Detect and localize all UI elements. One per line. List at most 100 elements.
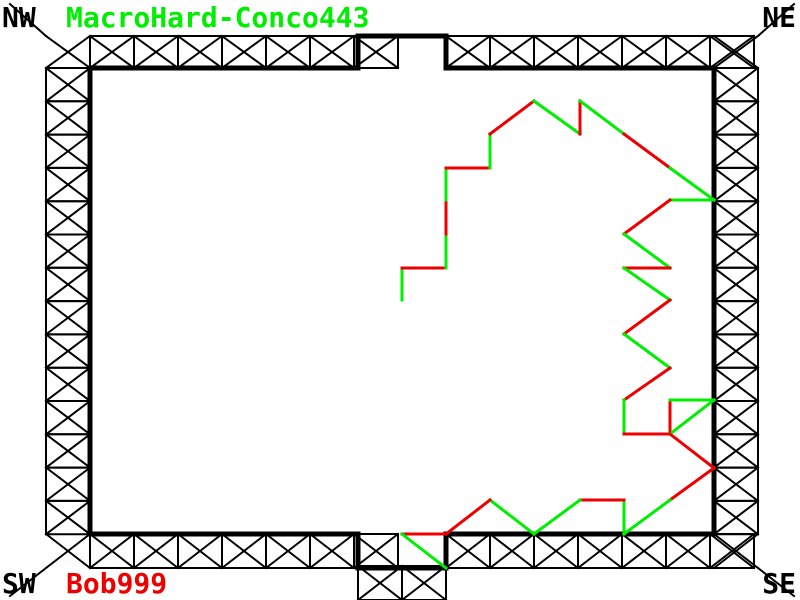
- brace-diagonal: [712, 133, 760, 170]
- move-segment: [621, 265, 673, 303]
- cross-brace-icon: [712, 432, 760, 470]
- cross-brace-icon: [664, 532, 712, 570]
- brace-diagonal: [532, 34, 580, 70]
- brace-diagonal: [620, 532, 668, 570]
- cross-brace-icon: [712, 133, 760, 170]
- corner-diagonal: [44, 532, 92, 570]
- corner-label-sw: SW: [2, 567, 36, 600]
- corner-diagonal: [8, 2, 48, 38]
- player-paths: [399, 98, 717, 571]
- brace-diagonal: [712, 166, 760, 203]
- cross-brace-icon: [44, 432, 92, 470]
- corner-diagonal: [712, 34, 760, 70]
- brace-diagonal: [620, 34, 668, 70]
- cross-brace-icon: [400, 564, 448, 600]
- cross-brace-icon: [712, 366, 760, 403]
- cross-brace-icon: [44, 466, 92, 503]
- cross-brace-icon: [488, 34, 536, 70]
- brace-diagonal: [712, 99, 760, 137]
- cross-brace-icon: [620, 532, 668, 570]
- brace-diagonal: [352, 532, 400, 570]
- corner-diagonal: [44, 34, 92, 70]
- brace-diagonal: [132, 532, 180, 570]
- brace-diagonal: [44, 133, 92, 170]
- cross-brace-icon: [356, 564, 404, 600]
- board-walls: [87, 33, 717, 571]
- brace-diagonal: [44, 432, 92, 470]
- brace-diagonal: [88, 532, 136, 570]
- cross-brace-icon: [264, 532, 312, 570]
- cross-brace-icon: [708, 532, 756, 570]
- cross-brace-icon: [88, 34, 136, 70]
- move-segment: [487, 98, 537, 137]
- cross-brace-icon: [532, 34, 580, 70]
- wall-bracing: [8, 2, 796, 600]
- corner-diagonal: [756, 2, 796, 38]
- cross-brace-icon: [220, 34, 268, 70]
- move-segment: [487, 497, 537, 537]
- cross-brace-icon: [712, 99, 760, 137]
- move-segment: [621, 497, 673, 537]
- brace-diagonal: [220, 34, 268, 70]
- cross-brace-icon: [576, 532, 624, 570]
- move-segment: [621, 231, 673, 271]
- cross-brace-icon: [264, 34, 312, 70]
- brace-diagonal: [712, 332, 760, 370]
- cross-brace-icon: [132, 34, 180, 70]
- brace-diagonal: [444, 532, 492, 570]
- brace-diagonal: [264, 532, 312, 570]
- brace-diagonal: [488, 532, 536, 570]
- cross-brace-icon: [44, 332, 92, 370]
- brace-diagonal: [400, 564, 448, 600]
- move-segment: [621, 297, 673, 337]
- cross-brace-icon: [176, 532, 224, 570]
- brace-diagonal: [712, 66, 760, 103]
- brace-diagonal: [356, 564, 404, 600]
- move-segment: [531, 98, 583, 137]
- cross-brace-icon: [44, 266, 92, 303]
- corner-diagonal: [712, 532, 760, 570]
- brace-diagonal: [532, 532, 580, 570]
- brace-diagonal: [44, 233, 92, 270]
- corner-label-nw: NW: [2, 1, 36, 34]
- brace-diagonal: [176, 532, 224, 570]
- brace-diagonal: [176, 34, 224, 70]
- brace-diagonal: [308, 34, 356, 70]
- cross-brace-icon: [532, 532, 580, 570]
- cross-brace-icon: [444, 532, 492, 570]
- cross-brace-icon: [712, 199, 760, 236]
- brace-diagonal: [44, 499, 92, 536]
- brace-diagonal: [712, 233, 760, 270]
- cross-brace-icon: [712, 233, 760, 270]
- cross-brace-icon: [44, 199, 92, 236]
- cross-brace-icon: [712, 299, 760, 336]
- cross-brace-icon: [576, 34, 624, 70]
- cross-brace-icon: [44, 99, 92, 137]
- move-segment: [667, 465, 717, 503]
- brace-diagonal: [444, 34, 492, 70]
- move-segment: [531, 497, 583, 537]
- brace-diagonal: [44, 166, 92, 203]
- brace-diagonal: [44, 466, 92, 503]
- cross-brace-icon: [308, 34, 356, 70]
- cross-brace-icon: [352, 532, 400, 570]
- cross-brace-icon: [44, 166, 92, 203]
- brace-diagonal: [488, 34, 536, 70]
- move-segment: [399, 531, 449, 571]
- cross-brace-icon: [44, 399, 92, 436]
- cross-brace-icon: [44, 299, 92, 336]
- brace-diagonal: [712, 299, 760, 336]
- brace-diagonal: [576, 34, 624, 70]
- cross-brace-icon: [488, 532, 536, 570]
- cross-brace-icon: [712, 466, 760, 503]
- move-segment: [577, 98, 627, 137]
- move-segment: [621, 131, 673, 171]
- brace-diagonal: [712, 399, 760, 436]
- brace-diagonal: [664, 34, 712, 70]
- cross-brace-icon: [176, 34, 224, 70]
- move-segment: [443, 497, 493, 537]
- brace-diagonal: [44, 266, 92, 303]
- cross-brace-icon: [712, 266, 760, 303]
- brace-diagonal: [712, 366, 760, 403]
